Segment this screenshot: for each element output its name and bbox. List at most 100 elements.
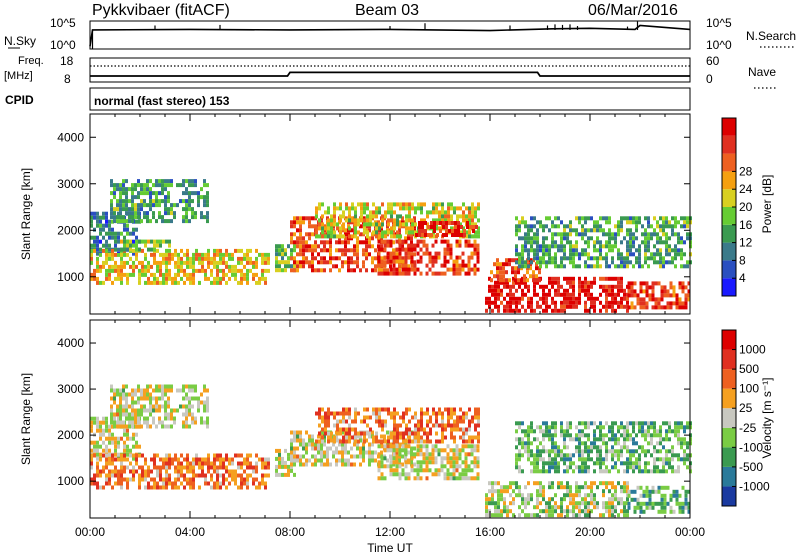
- heatmap-cell: [246, 478, 249, 482]
- heatmap-cell: [363, 436, 366, 440]
- heatmap-cell: [626, 449, 629, 453]
- heatmap-cell: [435, 460, 438, 464]
- heatmap-cell: [587, 505, 590, 509]
- heatmap-cell: [125, 199, 128, 203]
- heatmap-cell: [170, 413, 173, 417]
- heatmap-cell: [545, 293, 548, 297]
- heatmap-cell: [554, 224, 557, 228]
- heatmap-cell: [506, 489, 509, 493]
- heatmap-cell: [408, 432, 411, 436]
- heatmap-cell: [477, 420, 480, 424]
- heatmap-cell: [518, 297, 521, 301]
- heatmap-cell: [423, 452, 426, 456]
- heatmap-cell: [402, 420, 405, 424]
- heatmap-cell: [671, 232, 674, 236]
- heatmap-cell: [524, 236, 527, 240]
- heatmap-cell: [305, 431, 308, 435]
- heatmap-cell: [168, 273, 171, 277]
- heatmap-cell: [359, 447, 362, 451]
- heatmap-cell: [647, 449, 650, 453]
- heatmap-cell: [252, 478, 255, 482]
- heatmap-cell: [150, 273, 153, 277]
- heatmap-cell: [667, 502, 670, 506]
- heatmap-cell: [450, 424, 453, 428]
- heatmap-cell: [378, 206, 381, 210]
- heatmap-cell: [477, 202, 480, 206]
- heatmap-cell: [683, 441, 686, 445]
- heatmap-cell: [620, 509, 623, 513]
- heatmap-cell: [261, 478, 264, 482]
- heatmap-cell: [192, 470, 195, 474]
- heatmap-cell: [563, 264, 566, 268]
- heatmap-cell: [353, 252, 356, 256]
- heatmap-cell: [542, 485, 545, 489]
- heatmap-cell: [631, 305, 634, 309]
- heatmap-cell: [384, 448, 387, 452]
- heatmap-cell: [617, 264, 620, 268]
- heatmap-cell: [680, 216, 683, 220]
- heatmap-cell: [341, 240, 344, 244]
- heatmap-cell: [264, 269, 267, 273]
- heatmap-cell: [372, 202, 375, 206]
- heatmap-cell: [111, 462, 114, 466]
- heatmap-cell: [188, 199, 191, 203]
- heatmap-cell: [126, 458, 129, 462]
- heatmap-cell: [641, 240, 644, 244]
- heatmap-cell: [290, 248, 293, 252]
- heatmap-cell: [363, 222, 366, 226]
- heatmap-cell: [117, 437, 120, 441]
- heatmap-cell: [656, 232, 659, 236]
- heatmap-cell: [575, 240, 578, 244]
- heatmap-cell: [317, 447, 320, 451]
- heatmap-cell: [360, 420, 363, 424]
- heatmap-cell: [330, 230, 333, 234]
- heatmap-cell: [665, 252, 668, 256]
- heatmap-cell: [420, 440, 423, 444]
- heatmap-cell: [578, 297, 581, 301]
- heatmap-cell: [296, 435, 299, 439]
- heatmap-cell: [117, 253, 120, 257]
- heatmap-cell: [144, 478, 147, 482]
- heatmap-cell: [345, 218, 348, 222]
- heatmap-cell: [447, 412, 450, 416]
- heatmap-cell: [405, 256, 408, 260]
- heatmap-cell: [450, 408, 453, 412]
- heatmap-cell: [191, 211, 194, 215]
- heatmap-cell: [617, 481, 620, 485]
- heatmap-cell: [146, 187, 149, 191]
- heatmap-cell: [447, 214, 450, 218]
- heatmap-cell: [186, 257, 189, 261]
- heatmap-cell: [186, 454, 189, 458]
- heatmap-cell: [468, 268, 471, 272]
- heatmap-cell: [99, 265, 102, 269]
- heatmap-cell: [668, 236, 671, 240]
- heatmap-cell: [204, 273, 207, 277]
- heatmap-cell: [417, 428, 420, 432]
- heatmap-cell: [183, 261, 186, 265]
- heatmap-cell: [320, 256, 323, 260]
- heatmap-cell: [116, 203, 119, 207]
- heatmap-cell: [677, 240, 680, 244]
- heatmap-cell: [201, 458, 204, 462]
- heatmap-cell: [125, 409, 128, 413]
- heatmap-cell: [456, 468, 459, 472]
- heatmap-cell: [378, 226, 381, 230]
- heatmap-cell: [527, 232, 530, 236]
- heatmap-cell: [381, 260, 384, 264]
- heatmap-cell: [462, 214, 465, 218]
- heatmap-cell: [225, 281, 228, 285]
- heatmap-cell: [198, 257, 201, 261]
- heatmap-cell: [137, 417, 140, 421]
- heatmap-cell: [164, 199, 167, 203]
- heatmap-cell: [572, 437, 575, 441]
- y-tick-label: 4000: [57, 336, 84, 350]
- heatmap-cell: [468, 476, 471, 480]
- heatmap-cell: [653, 465, 656, 469]
- heatmap-cell: [471, 252, 474, 256]
- heatmap-cell: [626, 445, 629, 449]
- heatmap-cell: [264, 261, 267, 265]
- heatmap-cell: [671, 445, 674, 449]
- heatmap-cell: [378, 408, 381, 412]
- heatmap-cell: [605, 309, 608, 313]
- heatmap-cell: [125, 219, 128, 223]
